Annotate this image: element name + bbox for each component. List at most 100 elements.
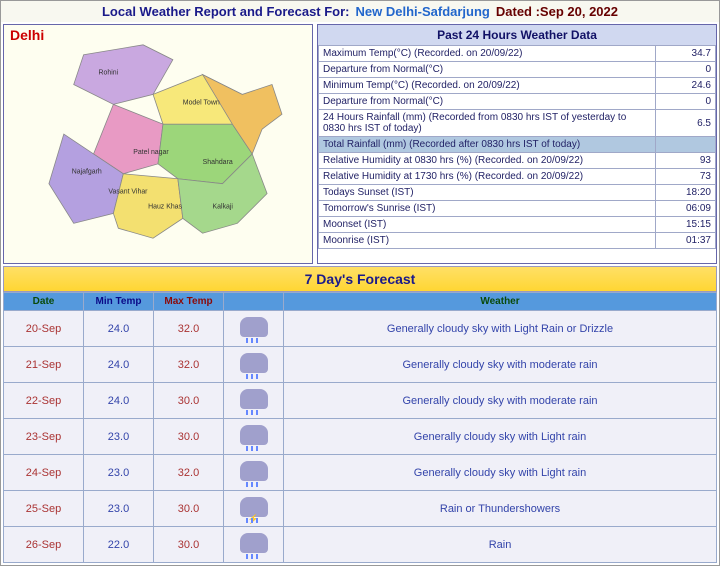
weather-icon: [240, 353, 268, 373]
past-label: Maximum Temp(°C) (Recorded. on 20/09/22): [319, 46, 656, 62]
past-data-row: Relative Humidity at 0830 hrs (%) (Recor…: [319, 153, 716, 169]
weather-report: Local Weather Report and Forecast For: N…: [0, 0, 720, 566]
past-label: Moonrise (IST): [319, 233, 656, 249]
forecast-date: 23-Sep: [4, 419, 84, 455]
forecast-weather: Generally cloudy sky with Light rain: [284, 455, 717, 491]
past-value: 34.7: [656, 46, 716, 62]
forecast-max: 30.0: [154, 491, 224, 527]
past-value: 01:37: [656, 233, 716, 249]
top-section: Delhi Rohini Model Town Najafgarh Patel …: [1, 22, 719, 266]
past-label: 24 Hours Rainfall (mm) (Recorded from 08…: [319, 110, 656, 137]
past-data-row: Tomorrow's Sunrise (IST)06:09: [319, 201, 716, 217]
past-data-row: Departure from Normal(°C)0: [319, 62, 716, 78]
forecast-date: 24-Sep: [4, 455, 84, 491]
forecast-col-header: Max Temp: [154, 293, 224, 311]
svg-text:Rohini: Rohini: [99, 70, 119, 77]
past-value: 18:20: [656, 185, 716, 201]
forecast-row: 20-Sep24.032.0Generally cloudy sky with …: [4, 311, 717, 347]
forecast-min: 23.0: [84, 419, 154, 455]
delhi-map-svg: Rohini Model Town Najafgarh Patel nagar …: [4, 25, 312, 263]
past-data-box: Past 24 Hours Weather Data Maximum Temp(…: [317, 24, 717, 264]
past-value: 0: [656, 62, 716, 78]
forecast-max: 30.0: [154, 419, 224, 455]
svg-text:Model Town: Model Town: [183, 99, 220, 106]
svg-text:Hauz Khas: Hauz Khas: [148, 203, 182, 210]
forecast-icon-cell: [224, 527, 284, 563]
past-value: 73: [656, 169, 716, 185]
forecast-min: 23.0: [84, 491, 154, 527]
forecast-min: 23.0: [84, 455, 154, 491]
past-label: Tomorrow's Sunrise (IST): [319, 201, 656, 217]
past-value: 0: [656, 94, 716, 110]
region-map: Delhi Rohini Model Town Najafgarh Patel …: [3, 24, 313, 264]
weather-icon: [240, 317, 268, 337]
forecast-weather: Rain or Thundershowers: [284, 491, 717, 527]
forecast-max: 30.0: [154, 527, 224, 563]
forecast-date: 26-Sep: [4, 527, 84, 563]
forecast-row: 25-Sep23.030.0 Rain or Thundershowers: [4, 491, 717, 527]
past-label: Departure from Normal(°C): [319, 94, 656, 110]
forecast-max: 32.0: [154, 455, 224, 491]
past-value: 24.6: [656, 78, 716, 94]
forecast-weather: Generally cloudy sky with moderate rain: [284, 347, 717, 383]
past-label: Departure from Normal(°C): [319, 62, 656, 78]
forecast-date: 25-Sep: [4, 491, 84, 527]
past-value: 15:15: [656, 217, 716, 233]
past-data-row: Moonset (IST)15:15: [319, 217, 716, 233]
past-data-row: Maximum Temp(°C) (Recorded. on 20/09/22)…: [319, 46, 716, 62]
forecast-icon-cell: [224, 419, 284, 455]
forecast-icon-cell: [224, 311, 284, 347]
forecast-row: 23-Sep23.030.0 Generally cloudy sky with …: [4, 419, 717, 455]
past-data-row: Minimum Temp(°C) (Recorded. on 20/09/22)…: [319, 78, 716, 94]
past-label: Relative Humidity at 0830 hrs (%) (Recor…: [319, 153, 656, 169]
report-title: Local Weather Report and Forecast For: N…: [1, 1, 719, 22]
svg-text:Vasant Vihar: Vasant Vihar: [108, 189, 148, 196]
title-date: Dated :Sep 20, 2022: [496, 4, 618, 19]
title-prefix: Local Weather Report and Forecast For:: [102, 4, 350, 19]
past-label: Total Rainfall (mm) (Recorded after 0830…: [319, 137, 656, 153]
forecast-col-header: Min Temp: [84, 293, 154, 311]
past-label: Moonset (IST): [319, 217, 656, 233]
past-data-row: Moonrise (IST)01:37: [319, 233, 716, 249]
forecast-date: 22-Sep: [4, 383, 84, 419]
weather-icon: [240, 461, 268, 481]
past-label: Minimum Temp(°C) (Recorded. on 20/09/22): [319, 78, 656, 94]
past-value: 06:09: [656, 201, 716, 217]
forecast-date: 21-Sep: [4, 347, 84, 383]
forecast-min: 24.0: [84, 347, 154, 383]
svg-text:Najafgarh: Najafgarh: [72, 169, 102, 176]
forecast-weather: Generally cloudy sky with Light rain: [284, 419, 717, 455]
forecast-table: DateMin TempMax TempWeather 20-Sep24.032…: [3, 292, 717, 563]
past-data-row: Relative Humidity at 1730 hrs (%) (Recor…: [319, 169, 716, 185]
forecast-min: 24.0: [84, 383, 154, 419]
forecast-weather: Generally cloudy sky with Light Rain or …: [284, 311, 717, 347]
forecast-icon-cell: [224, 455, 284, 491]
past-data-row: 24 Hours Rainfall (mm) (Recorded from 08…: [319, 110, 716, 137]
forecast-row: 22-Sep24.030.0 Generally cloudy sky with …: [4, 383, 717, 419]
svg-text:Patel nagar: Patel nagar: [133, 149, 169, 156]
svg-text:Shahdara: Shahdara: [203, 159, 233, 166]
forecast-date: 20-Sep: [4, 311, 84, 347]
past-data-row: Todays Sunset (IST)18:20: [319, 185, 716, 201]
past-value: [656, 137, 716, 153]
weather-icon: [240, 497, 268, 517]
past-data-table: Maximum Temp(°C) (Recorded. on 20/09/22)…: [318, 45, 716, 249]
past-value: 93: [656, 153, 716, 169]
past-data-title: Past 24 Hours Weather Data: [318, 25, 716, 45]
forecast-max: 32.0: [154, 311, 224, 347]
svg-text:Kalkaji: Kalkaji: [213, 203, 234, 210]
forecast-icon-cell: [224, 491, 284, 527]
past-label: Relative Humidity at 1730 hrs (%) (Recor…: [319, 169, 656, 185]
forecast-col-header: [224, 293, 284, 311]
weather-icon: [240, 533, 268, 553]
map-title: Delhi: [10, 27, 44, 43]
forecast-row: 21-Sep24.032.0Generally cloudy sky with …: [4, 347, 717, 383]
weather-icon: [240, 425, 268, 445]
forecast-weather: Generally cloudy sky with moderate rain: [284, 383, 717, 419]
forecast-max: 30.0: [154, 383, 224, 419]
forecast-weather: Rain: [284, 527, 717, 563]
forecast-title: 7 Day's Forecast: [3, 266, 717, 292]
forecast-icon-cell: [224, 383, 284, 419]
weather-icon: [240, 389, 268, 409]
past-label: Todays Sunset (IST): [319, 185, 656, 201]
